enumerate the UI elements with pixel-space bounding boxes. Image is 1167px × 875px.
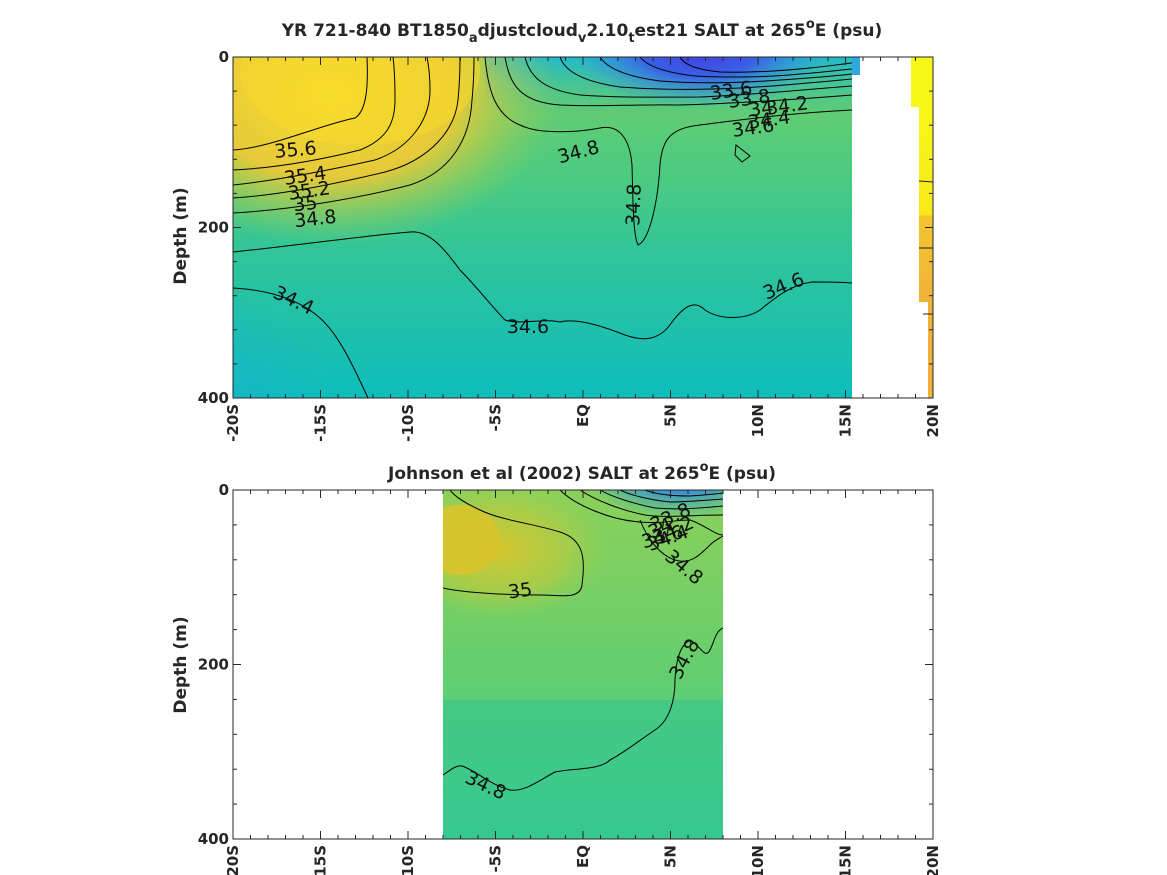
contour-label: 34.6 [507, 316, 549, 338]
bottom-contours [443, 490, 723, 791]
y-tick-label: 0 [219, 48, 229, 66]
x-tick-label: -10S [399, 404, 417, 442]
y-tick-label: 400 [198, 830, 229, 848]
x-tick-label: -15S [312, 404, 330, 442]
title-part: YR 721-840 BT1850 [281, 21, 469, 41]
bottom-panel: Johnson et al (2002) SALT at 265oE (psu)… [171, 460, 942, 875]
top-contour-labels: 35.6 35.4 35.2 35 34.8 34.4 34.6 34.8 34… [270, 77, 810, 338]
bottom-axis-ticks [232, 489, 934, 840]
x-tick-label: 20N [924, 404, 942, 437]
title-part: est21 SALT at 265 [635, 21, 806, 41]
top-field-edge [852, 57, 860, 75]
top-panel: YR 721-840 BT1850adjustcloudv2.10test21 … [171, 17, 942, 442]
contour-label: 34.8 [293, 206, 337, 232]
title-part: o [806, 17, 815, 32]
x-tick-label: 15N [837, 845, 855, 875]
y-tick-label: 200 [198, 219, 229, 237]
x-tick-label: -20S [224, 404, 242, 442]
title-part: djustcloud [478, 21, 578, 41]
bottom-y-tick-labels: 0 200 400 [198, 481, 229, 848]
y-tick-label: 400 [198, 389, 229, 407]
x-tick-label: 5N [662, 845, 680, 868]
x-tick-label: -5S [487, 404, 505, 431]
contour-label: 35 [507, 578, 534, 603]
y-tick-label: 200 [198, 656, 229, 674]
top-y-tick-labels: 0 200 400 [198, 48, 229, 407]
x-tick-label: EQ [574, 404, 592, 427]
x-tick-label: 10N [749, 845, 767, 875]
title-part: Johnson et al (2002) SALT at 265 [387, 464, 700, 484]
x-tick-label: 10N [749, 404, 767, 437]
title-part: t [628, 31, 634, 46]
bottom-x-tick-labels: -20S -15S -10S -5S EQ 5N 10N 15N 20N [224, 845, 942, 875]
x-tick-label: -5S [487, 845, 505, 872]
x-tick-label: -10S [399, 845, 417, 875]
title-part: o [700, 460, 709, 475]
top-salinity-field [233, 57, 852, 398]
x-tick-label: -15S [312, 845, 330, 875]
title-part: v [578, 31, 587, 46]
title-part: E (psu) [815, 21, 882, 41]
x-tick-label: -20S [224, 845, 242, 875]
title-part: a [469, 31, 478, 46]
x-tick-label: EQ [574, 845, 592, 868]
x-tick-label: 5N [662, 404, 680, 427]
x-tick-label: 20N [924, 845, 942, 875]
top-axis-ticks [232, 56, 934, 399]
contour-label: 35 [292, 192, 318, 216]
top-x-tick-labels: -20S -15S -10S -5S EQ 5N 10N 15N 20N [224, 404, 942, 442]
top-contours [233, 57, 852, 398]
top-chart-title: YR 721-840 BT1850adjustcloudv2.10test21 … [281, 17, 882, 46]
contour-label: 34 [748, 96, 775, 121]
x-tick-label: 15N [837, 404, 855, 437]
contour-label: 35.6 [273, 137, 317, 163]
title-part: 2.10 [586, 21, 628, 41]
top-y-axis-label: Depth (m) [171, 187, 191, 284]
bottom-chart-title: Johnson et al (2002) SALT at 265oE (psu) [387, 460, 776, 484]
title-part: E (psu) [709, 464, 776, 484]
bottom-y-axis-label: Depth (m) [171, 616, 191, 713]
contour-label: 34.8 [622, 183, 645, 226]
y-tick-label: 0 [219, 481, 229, 499]
top-colorbar [911, 57, 934, 398]
